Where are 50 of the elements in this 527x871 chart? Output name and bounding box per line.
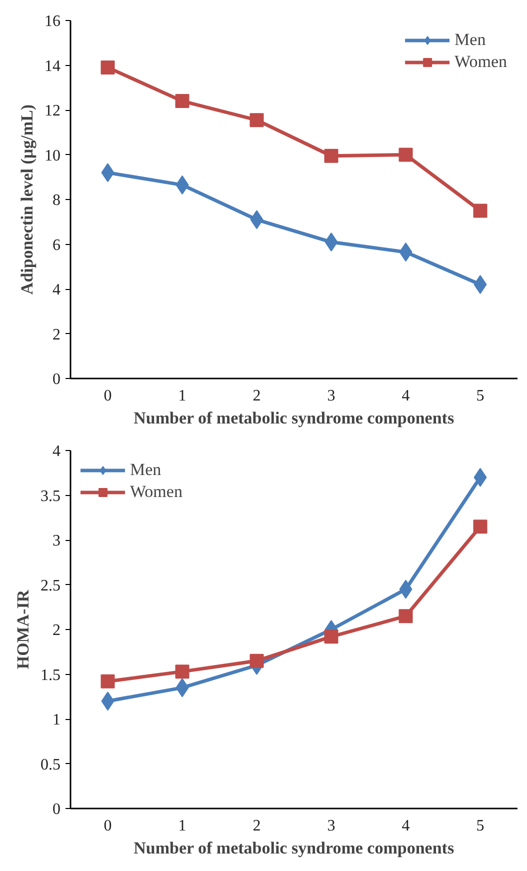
y-tick-label: 2.5: [40, 577, 60, 594]
point: [100, 60, 115, 74]
y-tick-label: 16: [44, 13, 60, 30]
x-tick-label: 3: [327, 388, 336, 404]
legend-label: Women: [454, 52, 507, 72]
point: [175, 94, 190, 108]
point: [398, 609, 413, 624]
y-tick-label: 10: [44, 147, 60, 164]
y-tick-label: 3.5: [40, 488, 60, 505]
x-axis-title: Number of metabolic syndrome components: [134, 838, 454, 858]
y-tick-label: 2: [52, 622, 60, 639]
x-tick-label: 4: [402, 388, 410, 404]
y-tick-label: 2: [52, 326, 60, 344]
point: [324, 630, 338, 644]
x-tick-label: 0: [104, 388, 112, 404]
y-tick-label: 4: [52, 282, 60, 298]
x-axis-title: Number of metabolic syndrome components: [134, 408, 454, 428]
x-tick-label: 2: [252, 818, 261, 834]
y-tick-label: 8: [52, 192, 60, 209]
point: [473, 520, 488, 534]
y-tick-label: 6: [52, 236, 60, 254]
x-tick-label: 0: [104, 818, 112, 834]
point: [250, 654, 264, 668]
point: [100, 674, 115, 688]
y-tick-label: 0.5: [40, 756, 60, 774]
x-tick-label: 5: [476, 818, 484, 834]
point: [175, 664, 190, 679]
point: [473, 204, 488, 218]
y-tick-label: 3: [52, 532, 60, 550]
legend-label: Men: [130, 460, 162, 480]
x-tick-label: 1: [178, 388, 186, 404]
point: [324, 148, 338, 163]
y-tick-label: 12: [44, 102, 60, 120]
x-tick-label: 5: [476, 388, 484, 404]
point: [250, 113, 264, 128]
y-tick-label: 0: [52, 371, 60, 388]
legend-label: Women: [130, 482, 182, 502]
x-tick-label: 2: [252, 388, 261, 404]
x-tick-label: 4: [402, 818, 410, 834]
x-tick-label: 1: [178, 818, 186, 834]
legend-label: Men: [454, 30, 486, 50]
y-tick-label: 4: [52, 443, 60, 460]
y-tick-label: 0: [52, 801, 60, 818]
y-tick-label: 1: [52, 712, 60, 728]
point: [398, 148, 413, 162]
y-tick-label: 14: [44, 58, 60, 75]
y-tick-label: 1.5: [40, 666, 60, 684]
y-axis-title: HOMA-IR: [14, 589, 32, 670]
y-axis-title: Adiponectin level (µg/mL): [18, 104, 36, 295]
x-tick-label: 3: [327, 818, 336, 834]
